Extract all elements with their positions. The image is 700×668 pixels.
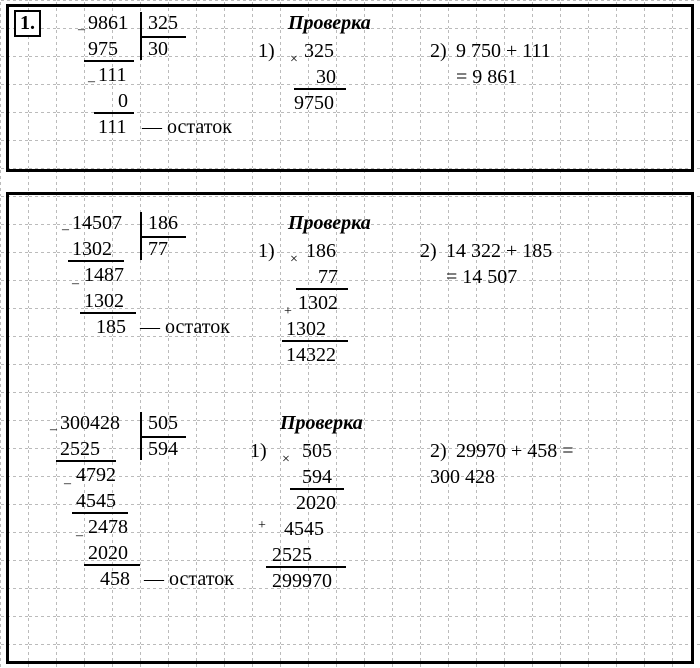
c2-p1: 1302 [298,292,338,315]
minus-sign: – [72,276,79,292]
d3-s6: 458 [100,568,130,591]
check1-ul [294,88,346,90]
times-sign: × [290,52,298,68]
c3-p2: 4545 [284,518,324,541]
c2-add-expr: 14 322 + 185 [446,240,552,263]
check-title-2: Проверка [288,212,371,235]
divisor-3: 505 [148,412,178,435]
d1-step3: 0 [118,90,128,113]
minus-sign: – [64,476,71,492]
d3-s5: 2020 [88,542,128,565]
d2-s3: 1302 [84,290,124,313]
c2-ul2 [282,340,348,342]
c3-p3: 2525 [272,544,312,567]
d2-s1: 1302 [72,238,112,261]
d3-ul2 [72,512,128,514]
dividend-1: 9861 [88,12,128,35]
divisor-1: 325 [148,12,178,35]
check1-add-label: 2) [430,40,447,63]
d1-step2: 111 [98,64,127,87]
d3-s1: 2525 [60,438,100,461]
c2-p2: 1302 [286,318,326,341]
d1-ul2 [94,112,134,114]
plus-sign: + [258,518,266,534]
d1-remainder-label: — остаток [142,116,232,139]
c3-p1: 2020 [296,492,336,515]
d3-s4: 2478 [88,516,128,539]
minus-sign: – [88,74,95,90]
quotient-1: 30 [148,38,168,61]
c2-ul1 [296,288,348,290]
c2-prod: 14322 [286,344,336,367]
quotient-3: 594 [148,438,178,461]
check1-b: 30 [316,66,336,89]
minus-sign: – [50,422,57,438]
d3-s2: 4792 [76,464,116,487]
d2-s2: 1487 [84,264,124,287]
divisor-2: 186 [148,212,178,235]
c2-add-label: 2) [420,240,437,263]
check-title-3: Проверка [280,412,363,435]
c3-add-expr: 29970 + 458 = [456,440,574,463]
minus-sign: – [78,22,85,38]
c2-mult-label: 1) [258,240,275,263]
d2-ul1 [68,260,124,262]
c3-ul1 [290,488,344,490]
d1-step4: 111 [98,116,127,139]
check-title-1: Проверка [288,12,371,35]
quotient-2: 77 [148,238,168,261]
d2-s4: 185 [96,316,126,339]
times-sign: × [290,252,298,268]
c3-prod: 299970 [272,570,332,593]
times-sign: × [282,452,290,468]
dividend-3: 300428 [60,412,120,435]
dividend-2: 14507 [72,212,122,235]
c3-a: 505 [302,440,332,463]
d3-ul1 [56,460,116,462]
check1-mult-label: 1) [258,40,275,63]
check1-add-expr: 9 750 + 111 [456,40,551,63]
c3-ul2 [266,566,346,568]
check1-prod: 9750 [294,92,334,115]
d3-ul3 [84,564,140,566]
d3-s3: 4545 [76,490,116,513]
check1-a: 325 [304,40,334,63]
c2-add-eq: = 14 507 [446,266,517,289]
d2-ul2 [80,312,136,314]
c3-add-label: 2) [430,440,447,463]
d1-step1: 975 [88,38,118,61]
c2-b: 77 [318,266,338,289]
c3-b: 594 [302,466,332,489]
d2-rem-label: — остаток [140,316,230,339]
d3-rem-label: — остаток [144,568,234,591]
d1-ul1 [84,60,134,62]
check1-add-eq: = 9 861 [456,66,517,89]
minus-sign: – [62,222,69,238]
c3-add-eq: 300 428 [430,466,495,489]
minus-sign: – [76,528,83,544]
c2-a: 186 [306,240,336,263]
c3-mult-label: 1) [250,440,267,463]
task-number: 1. [14,10,41,37]
